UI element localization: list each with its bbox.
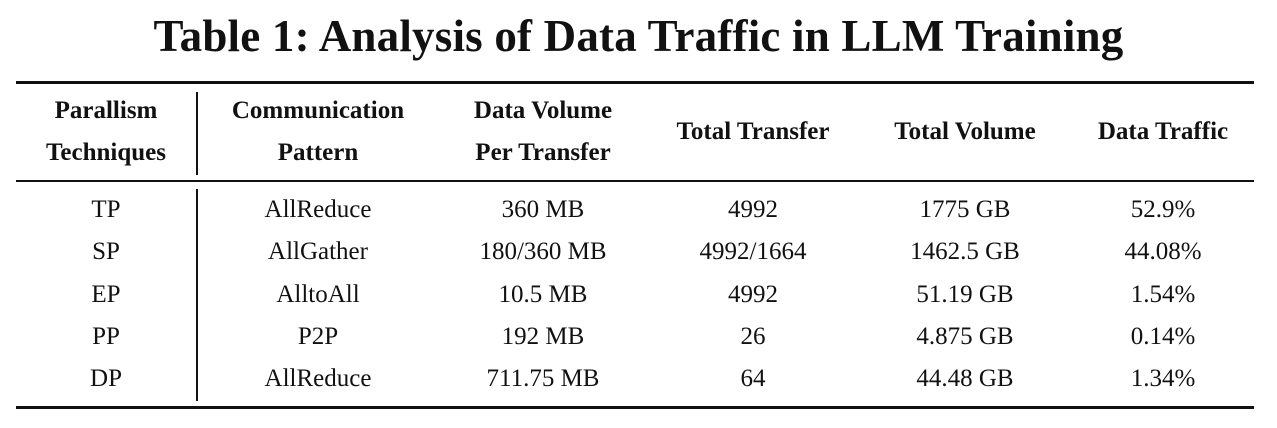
- header-label: Communication Pattern: [231, 97, 405, 166]
- header-label: Total Volume: [894, 118, 1036, 145]
- header-total-transfer: Total Transfer: [648, 84, 858, 180]
- header-data-traffic: Data Traffic: [1072, 84, 1254, 180]
- header-label: Data Volume Per Transfer: [473, 97, 613, 166]
- cell-total-volume: 1775 GB: [919, 196, 1011, 223]
- table-header-rule: [16, 180, 1254, 182]
- cell-data-traffic: 0.14%: [1130, 323, 1196, 350]
- cell-volume-per-transfer: 711.75 MB: [486, 365, 600, 392]
- cell-total-volume: 51.19 GB: [916, 281, 1014, 308]
- column-divider-header: [196, 92, 198, 175]
- cell-total-volume: 4.875 GB: [916, 323, 1014, 350]
- cell-data-traffic: 1.54%: [1130, 281, 1196, 308]
- cell-data-traffic: 52.9%: [1130, 196, 1196, 223]
- header-parallism-techniques: Parallism Techniques: [16, 84, 196, 180]
- cell-total-transfer: 4992: [728, 196, 778, 223]
- cell-pattern: P2P: [297, 323, 339, 350]
- table-top-rule: [16, 81, 1254, 84]
- table-caption: Table 1: Analysis of Data Traffic in LLM…: [153, 11, 1124, 61]
- cell-pattern: AllGather: [268, 238, 368, 265]
- cell-technique: SP: [92, 238, 120, 265]
- cell-total-transfer: 4992/1664: [699, 238, 807, 265]
- cell-total-volume: 1462.5 GB: [910, 238, 1020, 265]
- cell-volume-per-transfer: 10.5 MB: [498, 281, 588, 308]
- cell-total-volume: 44.48 GB: [916, 365, 1014, 392]
- cell-pattern: AllReduce: [264, 365, 372, 392]
- table-bottom-rule: [16, 406, 1254, 409]
- cell-technique: DP: [90, 365, 122, 392]
- cell-data-traffic: 1.34%: [1130, 365, 1196, 392]
- column-divider-body: [196, 189, 198, 401]
- header-total-volume: Total Volume: [858, 84, 1072, 180]
- header-data-volume-per-transfer: Data Volume Per Transfer: [438, 84, 648, 180]
- header-communication-pattern: Communication Pattern: [198, 84, 438, 180]
- cell-pattern: AllReduce: [264, 196, 372, 223]
- header-label: Total Transfer: [676, 118, 830, 145]
- cell-total-transfer: 4992: [728, 281, 778, 308]
- cell-volume-per-transfer: 180/360 MB: [479, 238, 607, 265]
- header-label: Parallism Techniques: [46, 97, 166, 166]
- cell-volume-per-transfer: 360 MB: [501, 196, 585, 223]
- cell-technique: PP: [92, 323, 120, 350]
- cell-volume-per-transfer: 192 MB: [501, 323, 585, 350]
- header-label: Data Traffic: [1097, 118, 1229, 145]
- cell-data-traffic: 44.08%: [1124, 238, 1202, 265]
- cell-total-transfer: 64: [740, 365, 766, 392]
- cell-pattern: AlltoAll: [276, 281, 360, 308]
- cell-technique: EP: [91, 281, 121, 308]
- cell-technique: TP: [91, 196, 121, 223]
- cell-total-transfer: 26: [740, 323, 766, 350]
